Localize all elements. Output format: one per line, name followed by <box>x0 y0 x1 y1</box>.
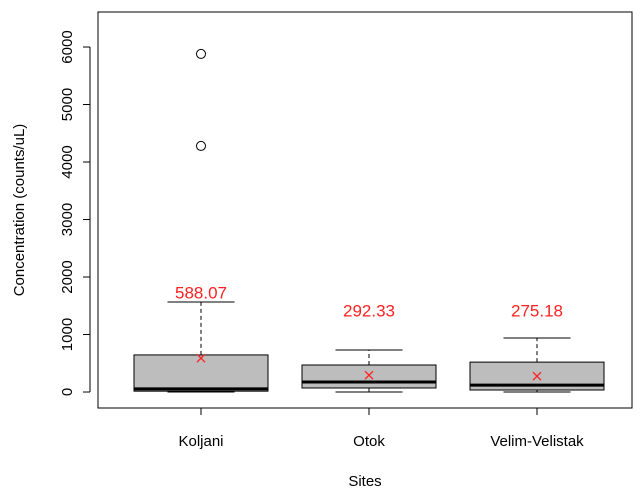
plot-frame <box>97 11 633 409</box>
y-tick-label: 6000 <box>59 30 76 63</box>
mean-label: 275.18 <box>511 301 563 320</box>
y-tick-label: 4000 <box>59 145 76 178</box>
y-tick-label: 1000 <box>59 318 76 351</box>
box <box>133 354 269 392</box>
mean-marker <box>532 371 542 381</box>
box <box>301 364 437 389</box>
mean-label: 588.07 <box>175 284 227 303</box>
mean-label: 292.33 <box>343 301 395 320</box>
y-tick-label: 2000 <box>59 260 76 293</box>
y-tick-label: 3000 <box>59 203 76 236</box>
y-axis-label: Concentration (counts/uL) <box>11 124 28 297</box>
mean-marker <box>364 370 374 380</box>
y-tick-label: 5000 <box>59 88 76 121</box>
outlier <box>196 140 206 151</box>
x-tick-label: Otok <box>353 433 385 450</box>
x-tick-label: Koljani <box>178 433 223 450</box>
y-tick-label: 0 <box>59 388 76 396</box>
x-axis-label: Sites <box>348 473 381 490</box>
x-tick-label: Velim-Velistak <box>490 433 584 450</box>
mean-marker <box>196 353 206 363</box>
outlier <box>196 48 206 59</box>
